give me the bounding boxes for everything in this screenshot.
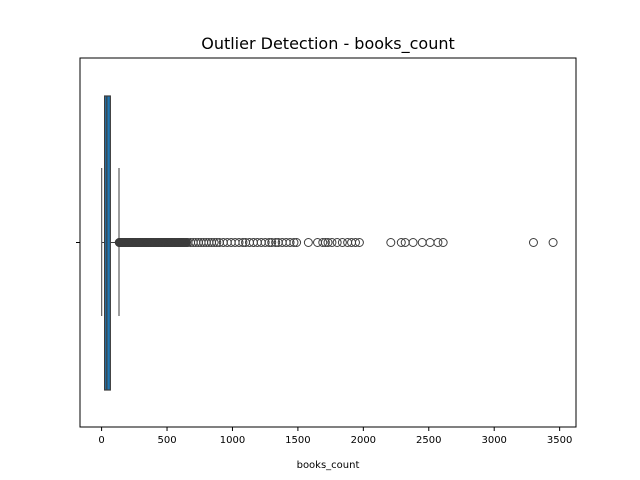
outlier-point — [209, 238, 219, 247]
x-axis-label: books_count — [297, 460, 360, 471]
outlier-point — [267, 238, 277, 247]
outlier-point — [396, 238, 406, 247]
outlier-point — [212, 238, 222, 247]
outlier-point — [238, 238, 248, 247]
x-tick-label: 1000 — [220, 435, 245, 446]
outlier-point — [438, 238, 448, 247]
outlier-point — [320, 238, 330, 247]
outlier-point — [318, 238, 328, 247]
outlier-point — [425, 238, 435, 247]
outlier-point — [303, 238, 313, 247]
x-axis-ticks: 0 500 1000 1500 2000 2500 3000 3500 — [98, 427, 572, 446]
outlier-point — [332, 238, 342, 247]
x-tick-label: 0 — [98, 435, 104, 446]
outlier-point — [386, 238, 396, 247]
x-tick-label: 1500 — [285, 435, 310, 446]
iqr-box — [104, 95, 111, 391]
outlier-point — [354, 238, 364, 247]
x-tick-label: 3500 — [547, 435, 572, 446]
chart-title: Outlier Detection - books_count — [201, 34, 455, 54]
outlier-point — [337, 238, 347, 247]
outlier-point — [528, 238, 538, 247]
outlier-point — [234, 238, 244, 247]
x-tick-label: 2000 — [351, 435, 376, 446]
outlier-point — [323, 238, 333, 247]
x-tick-label: 2500 — [416, 435, 441, 446]
outlier-point — [264, 238, 274, 247]
outlier-point — [260, 238, 270, 247]
outlier-point — [327, 238, 337, 247]
outlier-point — [285, 238, 295, 247]
outlier-point — [292, 238, 302, 247]
outlier-group — [114, 238, 558, 247]
outlier-point — [548, 238, 558, 247]
outlier-point — [417, 238, 427, 247]
box-group — [101, 95, 120, 391]
outlier-point — [408, 238, 418, 247]
x-tick-label: 500 — [157, 435, 176, 446]
x-tick-label: 3000 — [481, 435, 506, 446]
outlier-point — [271, 238, 281, 247]
outlier-point — [289, 238, 299, 247]
outlier-point — [350, 238, 360, 247]
outlier-point — [433, 238, 443, 247]
